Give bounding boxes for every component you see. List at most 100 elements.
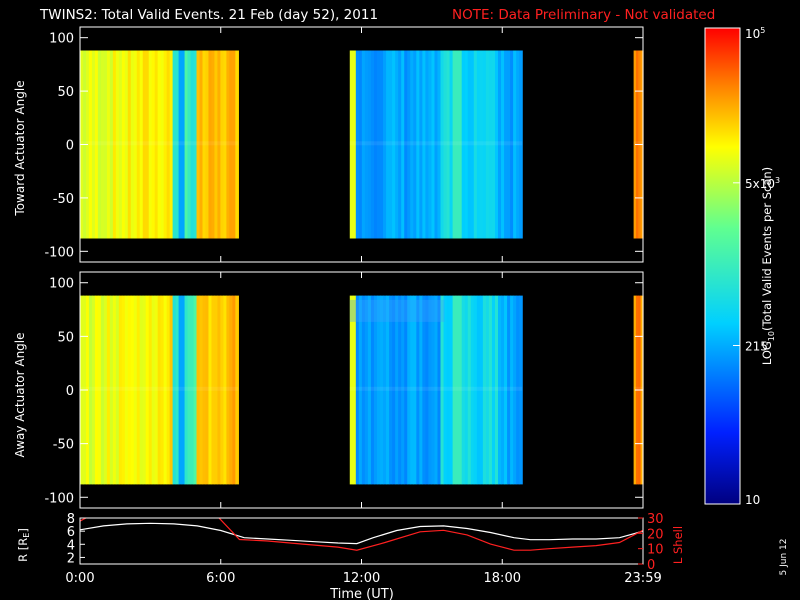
heatmap-cell xyxy=(440,50,445,239)
heatmap-cell xyxy=(94,50,99,239)
heatmap-cell xyxy=(205,50,210,239)
heatmap-cell xyxy=(349,295,354,485)
heatmap-cell xyxy=(124,295,129,485)
heatmap-cell xyxy=(160,50,165,239)
heatmap-cell xyxy=(419,295,423,485)
heatmap-cell xyxy=(410,50,414,239)
heatmap-cell xyxy=(401,50,405,239)
heatmap-cell xyxy=(133,50,138,239)
toward-heatmap-panel: 100 50 0 -50 -100 xyxy=(44,26,644,263)
heatmap-cell xyxy=(196,295,201,485)
heatmap-cell xyxy=(380,50,384,239)
heatmap-cell xyxy=(497,295,502,485)
ytick-label: 0 xyxy=(66,384,74,399)
heatmap-cell xyxy=(516,50,520,239)
colorbar xyxy=(704,27,741,505)
heatmap-cell xyxy=(118,295,123,485)
heatmap-cell xyxy=(226,295,230,485)
heatmap-cell xyxy=(513,50,517,239)
heatmap-cell xyxy=(407,50,411,239)
heatmap-cell xyxy=(407,295,411,485)
ytick-label: 0 xyxy=(66,139,74,154)
heatmap-cell xyxy=(202,295,207,485)
heatmap-cell xyxy=(139,295,144,485)
heatmap-cell xyxy=(389,50,393,239)
heatmap-cell xyxy=(434,50,439,239)
heatmap-cell xyxy=(464,50,469,239)
heatmap-cell xyxy=(461,295,466,485)
heatmap-cell xyxy=(121,295,126,485)
ytick-label: -50 xyxy=(53,192,74,207)
heatmap-cell xyxy=(226,50,230,239)
heatmap-cell xyxy=(428,295,433,485)
heatmap-cell xyxy=(510,50,514,239)
heatmap-cell xyxy=(373,50,378,239)
heatmap-cell xyxy=(211,50,216,239)
preliminary-note: NOTE: Data Preliminary - Not validated xyxy=(452,7,715,23)
heatmap-cell xyxy=(202,50,207,239)
ytick-label: 100 xyxy=(49,32,74,47)
heatmap-cell xyxy=(352,295,357,485)
y2tick-label: 20 xyxy=(647,527,664,542)
heatmap-cell xyxy=(513,295,517,485)
heatmap-cell xyxy=(151,295,156,485)
heatmap-cell xyxy=(235,295,239,485)
heatmap-cell xyxy=(214,295,219,485)
heatmap-cell xyxy=(404,295,408,485)
heatmap-cell xyxy=(184,50,189,239)
heatmap-cell xyxy=(112,295,117,485)
heatmap-cell xyxy=(373,295,378,485)
heatmap-cell xyxy=(181,50,186,239)
heatmap-cell xyxy=(488,50,493,239)
heatmap-cell xyxy=(380,295,384,485)
heatmap-cell xyxy=(458,295,463,485)
heatmap-cell xyxy=(491,50,496,239)
heatmap-cell xyxy=(467,295,472,485)
heatmap-cell xyxy=(479,295,484,485)
ytick-label: 6 xyxy=(67,525,75,540)
heatmap-cell xyxy=(479,50,484,239)
heatmap-cell xyxy=(398,50,402,239)
heatmap-cell xyxy=(510,295,514,485)
y2tick-label: 0 xyxy=(647,558,655,573)
heatmap-band xyxy=(349,386,523,391)
heatmap-cell xyxy=(193,50,198,239)
heatmap-cell xyxy=(485,295,490,485)
heatmap-segment xyxy=(80,295,239,485)
heatmap-cell xyxy=(413,295,417,485)
heatmap-cell xyxy=(193,295,198,485)
heatmap-cell xyxy=(97,295,102,485)
heatmap-cell xyxy=(473,50,478,239)
xtick-label: 12:00 xyxy=(343,571,380,586)
heatmap-cell xyxy=(235,50,239,239)
heatmap-cell xyxy=(232,295,236,485)
ytick-label: -100 xyxy=(44,245,74,260)
y2tick-label: 30 xyxy=(647,512,664,527)
heatmap-cell xyxy=(145,50,150,239)
heatmap-cell xyxy=(461,50,466,239)
heatmap-cell xyxy=(431,50,436,239)
heatmap-cell xyxy=(455,50,460,239)
heatmap-cell xyxy=(145,295,150,485)
heatmap-cell xyxy=(223,50,227,239)
colorbar-tick-label: 5x103 xyxy=(745,176,780,191)
heatmap-cell xyxy=(452,295,457,485)
heatmap-cell xyxy=(516,295,520,485)
heatmap-cell xyxy=(488,295,493,485)
heatmap-cell xyxy=(401,295,405,485)
heatmap-cell xyxy=(389,295,393,485)
heatmap-cell xyxy=(367,50,372,239)
heatmap-cell xyxy=(100,295,105,485)
heatmap-cell xyxy=(507,295,511,485)
heatmap-cell xyxy=(223,295,227,485)
heatmap-cell xyxy=(392,50,396,239)
heatmap-cell xyxy=(190,295,195,485)
heatmap-cell xyxy=(434,295,439,485)
heatmap-band xyxy=(349,299,445,322)
heatmap-cell xyxy=(166,50,171,239)
ytick-label: -50 xyxy=(53,438,74,453)
heatmap-cell xyxy=(103,50,108,239)
heatmap-cell xyxy=(464,295,469,485)
